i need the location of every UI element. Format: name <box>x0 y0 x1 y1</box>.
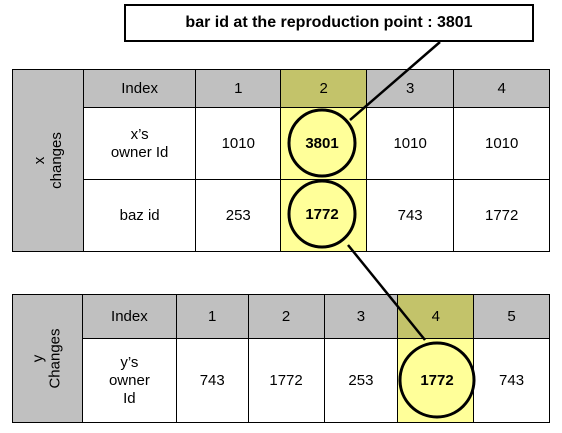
x-index-header: Index <box>83 69 197 108</box>
y-index-1: 1 <box>175 294 249 339</box>
y-row1-label: y’s owner Id <box>81 338 177 423</box>
x-changes-table: x changes Index 1 2 3 4 x’s owner Id 1010 … <box>11 69 550 252</box>
x-index-3: 3 <box>365 69 455 108</box>
y-side-label: y Changes <box>12 294 83 423</box>
x-row2-value-1: 253 <box>195 179 282 252</box>
x-index-4: 4 <box>453 69 550 108</box>
y-changes-table: y Changes Index 1 2 3 4 5 y’s owner Id 743 … <box>12 294 550 423</box>
x-row2-value-3: 743 <box>365 179 455 252</box>
x-row1-value-1: 1010 <box>195 107 282 180</box>
y-row1-value-5: 743 <box>473 338 550 423</box>
callout-box: bar id at the reproduction point : 3801 <box>124 4 534 42</box>
x-index-1: 1 <box>195 69 282 108</box>
x-row1-label: x’s owner Id <box>83 107 197 180</box>
y-row1-value-2: 1772 <box>247 338 325 423</box>
y-index-2: 2 <box>247 294 325 339</box>
x-row1-value-2 <box>280 107 367 180</box>
y-index-3: 3 <box>323 294 399 339</box>
y-row1-value-4 <box>397 338 475 423</box>
x-row2-value-4: 1772 <box>453 179 550 252</box>
x-row2-label: baz id <box>83 179 197 252</box>
callout-text: bar id at the reproduction point : 3801 <box>185 14 473 31</box>
y-index-4: 4 <box>397 294 475 339</box>
x-row2-value-2 <box>280 179 367 252</box>
x-index-2: 2 <box>280 69 367 108</box>
x-row1-value-4: 1010 <box>453 107 550 180</box>
x-row1-value-3: 1010 <box>365 107 455 180</box>
y-index-header: Index <box>81 294 177 339</box>
x-side-label: x changes <box>11 69 85 252</box>
y-row1-value-1: 743 <box>175 338 249 423</box>
y-row1-value-3: 253 <box>323 338 399 423</box>
y-index-5: 5 <box>473 294 550 339</box>
